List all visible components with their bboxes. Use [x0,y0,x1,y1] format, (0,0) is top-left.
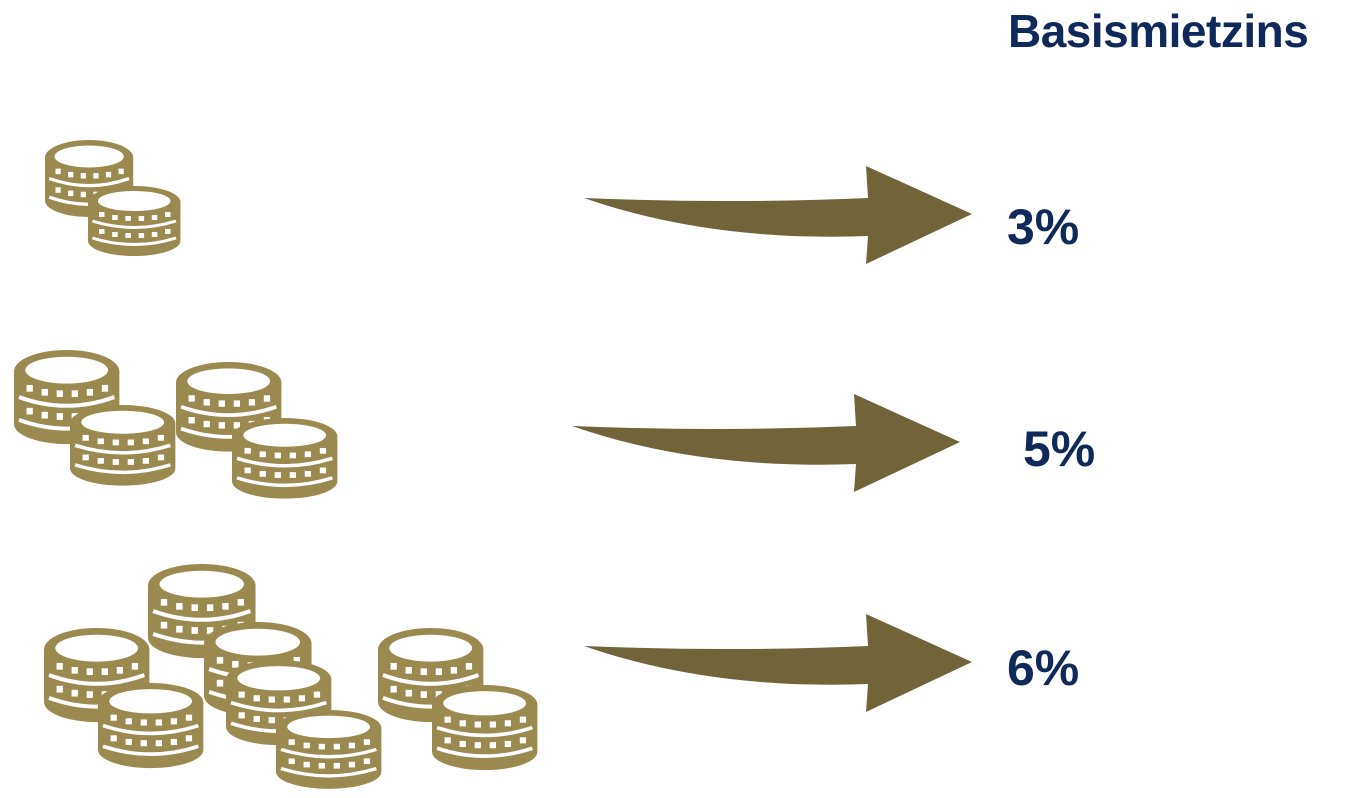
arrow-right-icon [584,614,972,712]
coin-stack-icon [432,685,537,770]
rate-label: 5% [1023,421,1096,477]
coin-stack-icon [232,418,337,499]
coin-stack-icon [276,710,381,789]
coin-stack-icon [98,683,203,768]
coin-stack-icon [70,405,175,486]
arrow-right-icon [584,166,972,264]
arrow-right-icon [572,394,960,492]
rate-label: 3% [1007,199,1080,255]
title: Basismietzins [1008,5,1309,57]
rate-label: 6% [1007,640,1080,696]
coin-stack-icon [86,184,183,258]
